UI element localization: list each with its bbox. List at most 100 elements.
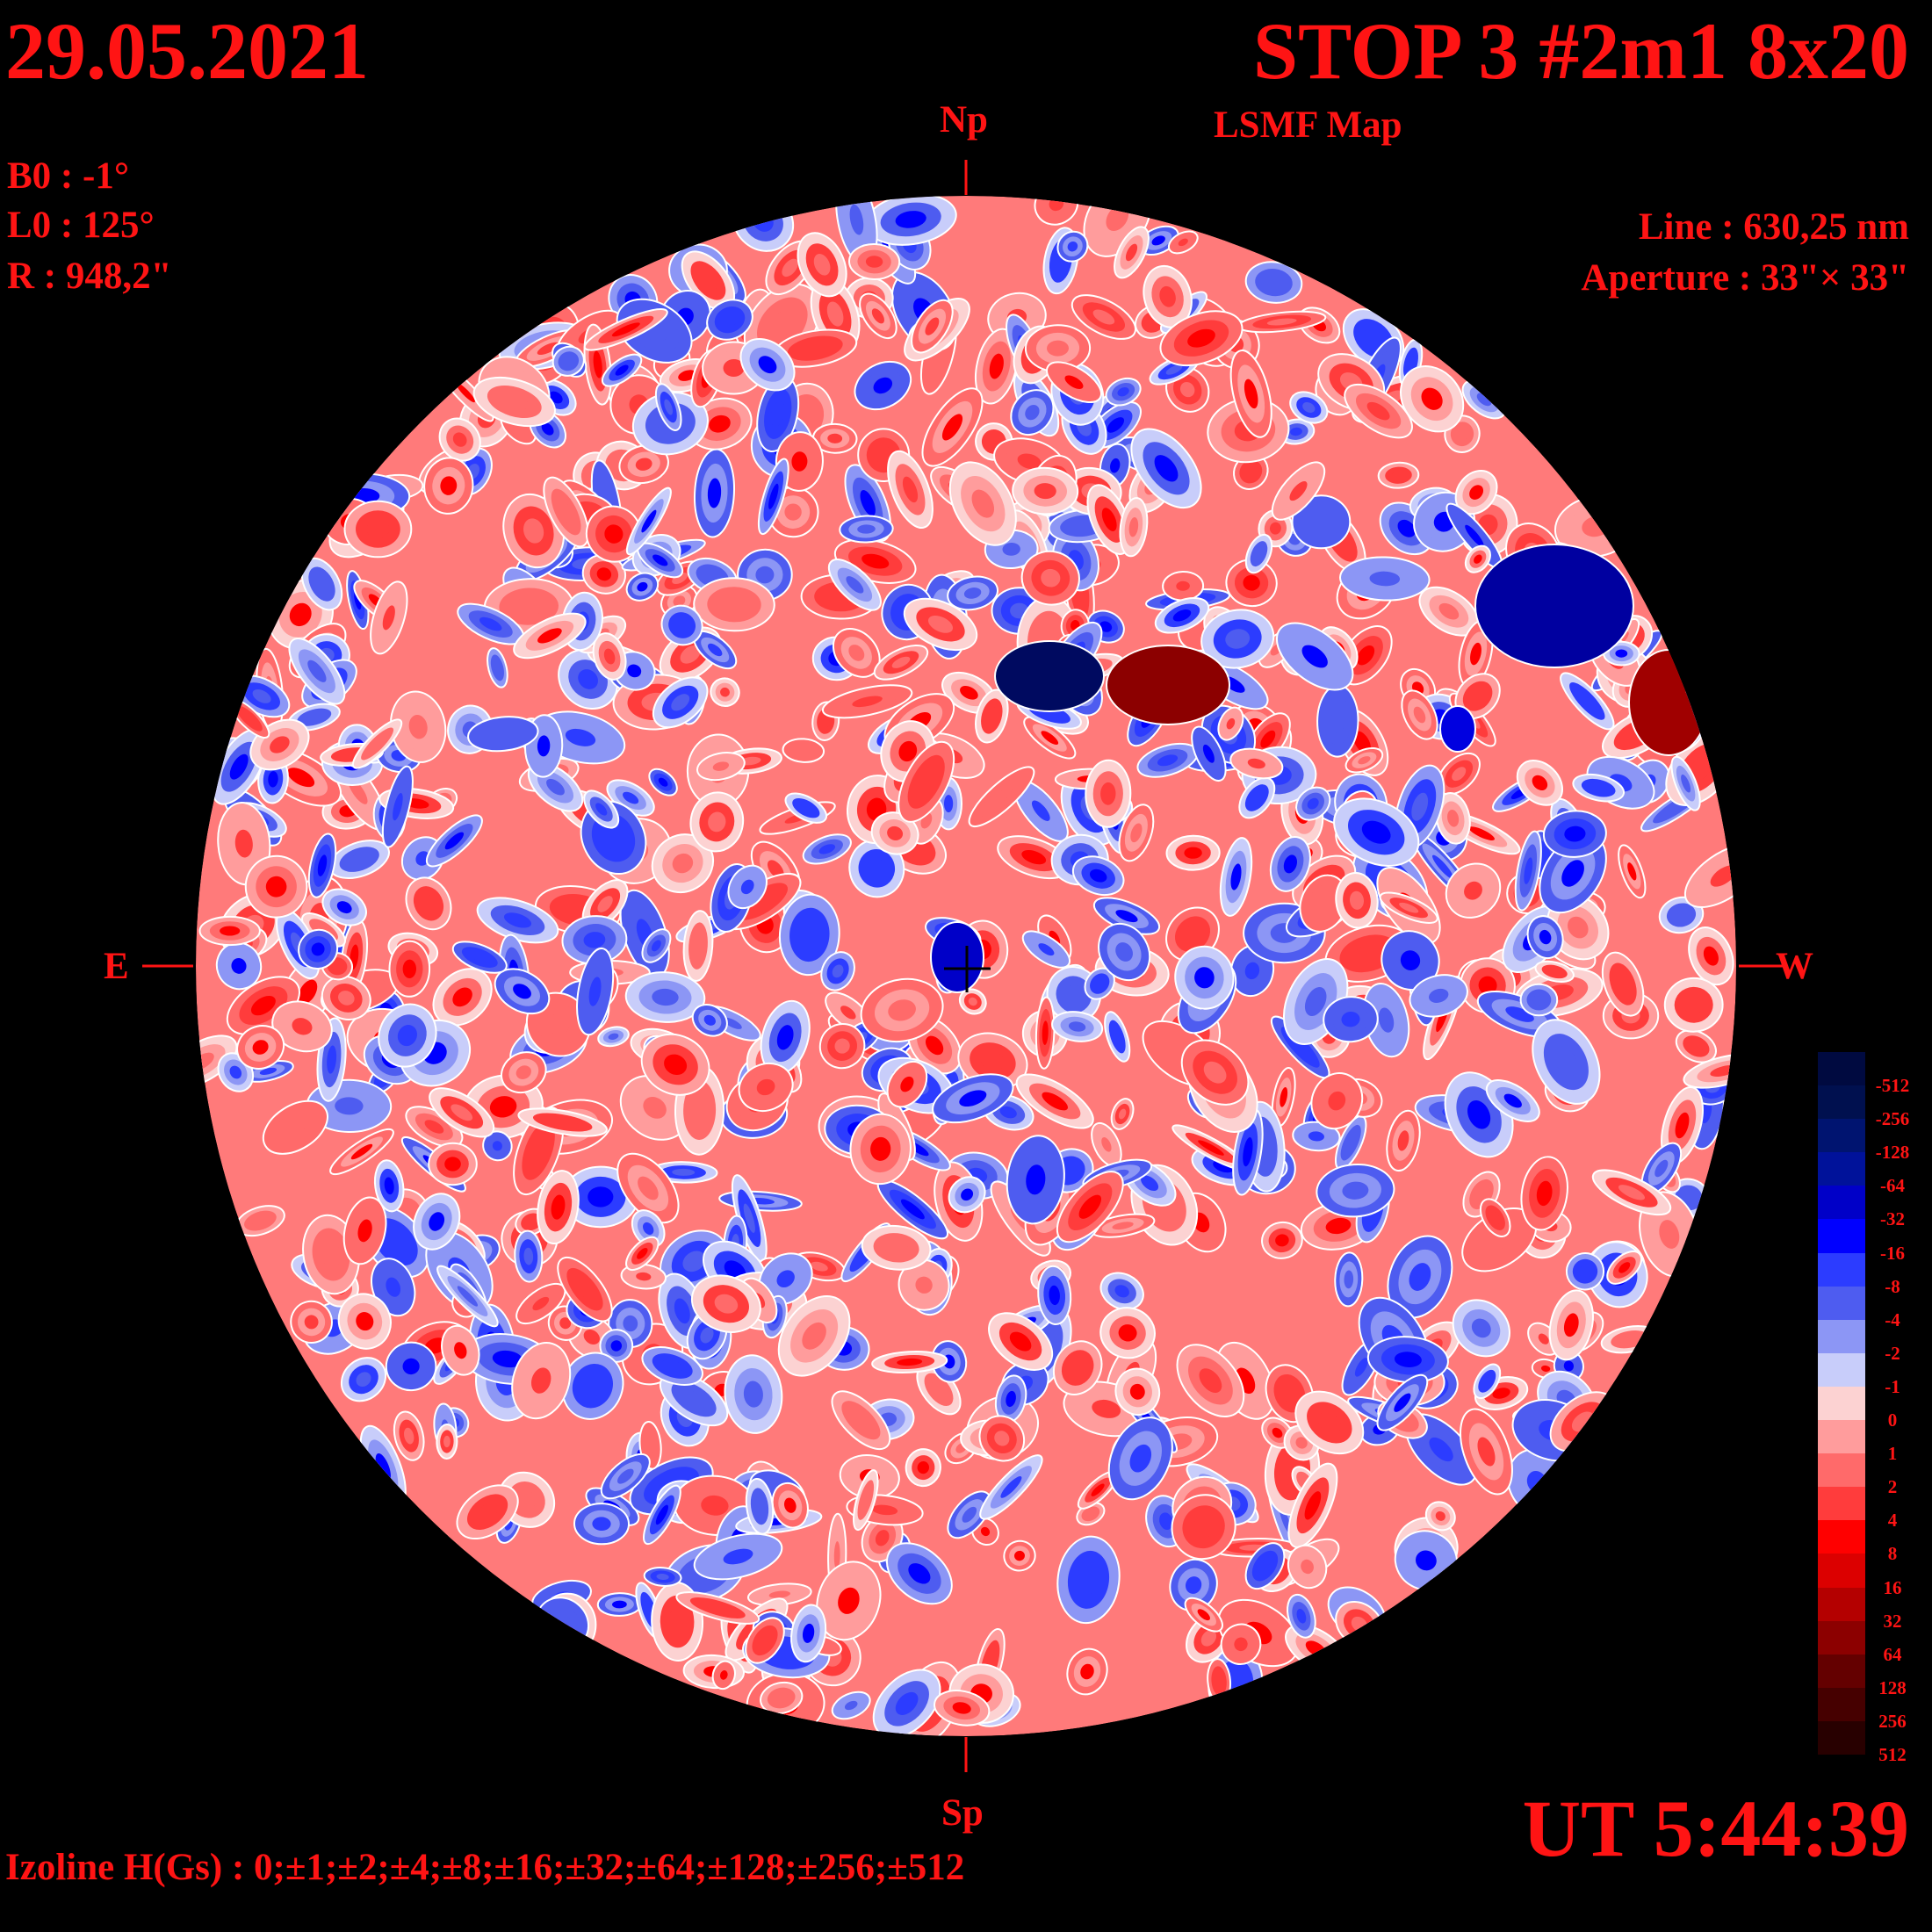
- field-blob: [304, 1315, 319, 1330]
- strong-field-region: [994, 640, 1105, 712]
- field-blob: [987, 435, 1000, 448]
- compass-east: E: [104, 946, 129, 987]
- field-blob: [287, 768, 315, 788]
- field-blob: [298, 979, 318, 1005]
- field-blob: [357, 1219, 372, 1243]
- field-blob: [769, 310, 796, 338]
- field-blob: [1471, 1318, 1491, 1338]
- field-blob: [338, 991, 355, 1006]
- field-blob: [1619, 1335, 1640, 1344]
- field-blob: [1064, 984, 1084, 1005]
- field-blob: [672, 572, 688, 585]
- field-blob: [386, 1277, 401, 1297]
- field-blob: [492, 1350, 523, 1368]
- field-blob: [784, 503, 802, 521]
- field-blob: [638, 1176, 659, 1200]
- field-blob: [503, 912, 532, 928]
- field-blob: [1703, 946, 1719, 966]
- observation-date: 29.05.2021: [5, 6, 369, 96]
- colorbar-label: -256: [1875, 1108, 1910, 1130]
- colorbar-swatch: [1818, 1186, 1865, 1220]
- field-blob: [541, 422, 554, 436]
- field-blob: [1194, 967, 1215, 989]
- field-blob: [1290, 427, 1302, 436]
- colorbar-swatch: [1818, 1620, 1865, 1655]
- field-blob: [1041, 731, 1059, 746]
- colorbar-swatch: [1818, 1119, 1865, 1153]
- field-blob: [1243, 574, 1260, 591]
- field-blob: [268, 771, 278, 788]
- field-blob: [547, 1013, 569, 1035]
- field-blob: [700, 1327, 714, 1344]
- field-blob: [1467, 1099, 1491, 1129]
- strong-field-region: [1474, 544, 1634, 668]
- colorbar-swatch: [1818, 1219, 1865, 1254]
- field-blob: [592, 1517, 611, 1532]
- colorbar-swatch: [1818, 1420, 1865, 1454]
- field-blob: [1358, 756, 1371, 765]
- field-blob: [636, 1272, 652, 1281]
- field-blob: [492, 1141, 502, 1151]
- field-blob: [720, 687, 730, 697]
- field-blob: [755, 566, 775, 584]
- field-blob: [456, 383, 475, 403]
- field-blob: [1654, 1159, 1669, 1178]
- field-blob: [1429, 1437, 1453, 1462]
- field-blob: [1492, 1388, 1510, 1399]
- field-blob: [1085, 1510, 1096, 1518]
- field-blob: [1244, 465, 1257, 478]
- field-blob: [709, 415, 731, 433]
- field-blob: [833, 1541, 840, 1570]
- colorbar-swatch: [1818, 1319, 1865, 1354]
- colorbar-label: -2: [1885, 1342, 1900, 1364]
- field-blob: [452, 432, 467, 447]
- field-blob: [635, 458, 652, 471]
- field-blob: [1438, 602, 1460, 620]
- field-blob: [768, 1590, 790, 1598]
- field-blob: [810, 1261, 828, 1272]
- field-blob: [1112, 1222, 1134, 1230]
- field-blob: [774, 1692, 789, 1704]
- field-blob: [1151, 235, 1165, 246]
- field-blob: [646, 1437, 654, 1453]
- field-blob: [1006, 1390, 1016, 1408]
- field-blob: [782, 258, 798, 278]
- field-blob: [1578, 691, 1597, 711]
- field-blob: [1413, 706, 1426, 724]
- field-blob: [1092, 1399, 1121, 1418]
- field-blob: [682, 1251, 706, 1272]
- field-blob: [925, 317, 940, 335]
- field-blob: [980, 1526, 991, 1537]
- field-blob: [1456, 428, 1468, 441]
- field-blob: [1031, 800, 1050, 821]
- field-blob: [1540, 1365, 1551, 1372]
- field-blob: [848, 645, 865, 661]
- field-blob: [1159, 1512, 1173, 1531]
- field-blob: [479, 616, 502, 631]
- field-blob: [602, 825, 625, 850]
- field-blob: [444, 832, 465, 850]
- field-blob: [252, 1215, 269, 1226]
- strong-field-region: [1439, 705, 1476, 753]
- field-blob: [643, 1097, 667, 1119]
- field-blob: [1618, 1185, 1646, 1200]
- field-blob: [593, 350, 602, 378]
- field-blob: [776, 1025, 794, 1050]
- colorbar-swatch: [1818, 1554, 1865, 1589]
- field-blob: [1110, 458, 1121, 473]
- field-blob: [1568, 916, 1589, 939]
- magnetic-field-blobs: [196, 196, 1736, 1736]
- field-blob: [440, 476, 458, 495]
- field-blob: [658, 777, 668, 787]
- strong-field-region: [1106, 645, 1230, 725]
- colorbar-swatch: [1818, 1720, 1865, 1755]
- field-blob: [1345, 1133, 1357, 1152]
- colorbar-label: -128: [1875, 1142, 1910, 1164]
- field-blob: [1478, 976, 1497, 995]
- field-blob: [220, 926, 241, 936]
- field-blob: [1099, 621, 1113, 632]
- field-blob: [813, 254, 831, 276]
- field-blob: [703, 570, 721, 582]
- colorbar-label: 32: [1883, 1610, 1902, 1632]
